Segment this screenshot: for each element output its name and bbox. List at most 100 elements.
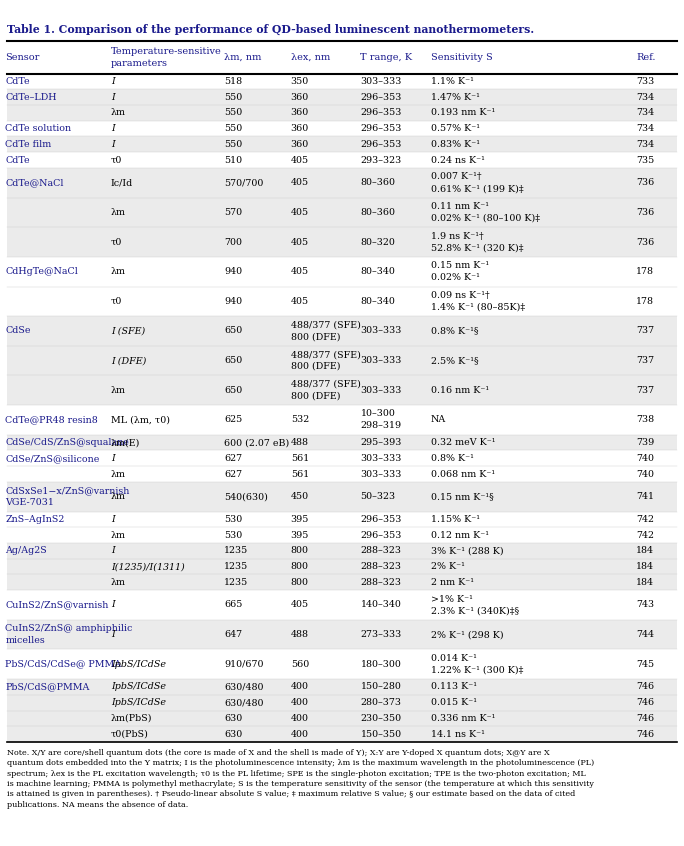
Text: 2% K⁻¹ (298 K): 2% K⁻¹ (298 K) <box>431 630 503 639</box>
Bar <box>7 679 677 695</box>
Bar <box>7 198 677 228</box>
Bar <box>7 711 677 726</box>
Text: 800 (DFE): 800 (DFE) <box>291 332 340 342</box>
Bar <box>7 228 677 257</box>
Text: 630: 630 <box>224 714 243 722</box>
Text: 0.12 nm K⁻¹: 0.12 nm K⁻¹ <box>431 530 489 540</box>
Text: 80–340: 80–340 <box>360 297 395 305</box>
Text: 293–323: 293–323 <box>360 156 402 165</box>
Text: PbS/CdS/CdSe@ PMMA: PbS/CdS/CdSe@ PMMA <box>5 660 122 668</box>
Text: 488: 488 <box>291 630 308 639</box>
Text: 0.57% K⁻¹: 0.57% K⁻¹ <box>431 124 480 133</box>
Bar <box>7 695 677 711</box>
Text: CdSxSe1−x/ZnS@varnish: CdSxSe1−x/ZnS@varnish <box>5 486 130 495</box>
Text: 800: 800 <box>291 547 308 555</box>
Text: IpbS/ICdSe: IpbS/ICdSe <box>111 660 166 668</box>
Text: 303–333: 303–333 <box>360 453 402 463</box>
Text: 488/377 (SFE): 488/377 (SFE) <box>291 380 360 389</box>
Text: 303–333: 303–333 <box>360 356 402 365</box>
Bar <box>7 121 677 136</box>
Text: CdTe: CdTe <box>5 77 30 86</box>
Text: I: I <box>111 547 114 555</box>
Text: IpbS/ICdSe: IpbS/ICdSe <box>111 698 166 707</box>
Text: VGE-7031: VGE-7031 <box>5 498 54 507</box>
Text: 50–323: 50–323 <box>360 492 395 501</box>
Text: 184: 184 <box>636 547 654 555</box>
Text: Ref.: Ref. <box>636 53 656 62</box>
Text: PbS/CdS@PMMA: PbS/CdS@PMMA <box>5 683 90 691</box>
Text: 178: 178 <box>636 297 654 305</box>
Bar <box>7 450 677 466</box>
Text: 700: 700 <box>224 238 242 246</box>
Text: 738: 738 <box>636 415 654 425</box>
Text: CdSe/CdS/ZnS@squalane: CdSe/CdS/ZnS@squalane <box>5 438 129 447</box>
Text: 1235: 1235 <box>224 578 248 587</box>
Text: 733: 733 <box>636 77 655 86</box>
Text: 296–353: 296–353 <box>360 124 402 133</box>
Text: 734: 734 <box>636 124 654 133</box>
Bar <box>7 543 677 558</box>
Text: 737: 737 <box>636 327 654 336</box>
Text: 488/377 (SFE): 488/377 (SFE) <box>291 350 360 360</box>
Text: 405: 405 <box>291 297 308 305</box>
Text: 0.15 nm K⁻¹§: 0.15 nm K⁻¹§ <box>431 492 494 501</box>
Text: 744: 744 <box>636 630 654 639</box>
Text: 741: 741 <box>636 492 654 501</box>
Text: 0.02% K⁻¹: 0.02% K⁻¹ <box>431 273 479 282</box>
Text: CdHgTe@NaCl: CdHgTe@NaCl <box>5 267 79 276</box>
Text: 0.336 nm K⁻¹: 0.336 nm K⁻¹ <box>431 714 495 722</box>
Text: 273–333: 273–333 <box>360 630 402 639</box>
Text: I: I <box>111 140 114 149</box>
Text: Sensor: Sensor <box>5 53 40 62</box>
Text: 627: 627 <box>224 453 242 463</box>
Text: 532: 532 <box>291 415 309 425</box>
Text: I: I <box>111 93 114 102</box>
Text: λex, nm: λex, nm <box>291 53 330 62</box>
Text: CdTe: CdTe <box>5 156 30 165</box>
Text: 650: 650 <box>224 386 243 395</box>
Text: 745: 745 <box>636 660 654 668</box>
Text: 518: 518 <box>224 77 242 86</box>
Text: 650: 650 <box>224 327 243 336</box>
Bar <box>7 726 677 742</box>
Text: 630/480: 630/480 <box>224 683 264 691</box>
Text: 734: 734 <box>636 108 654 118</box>
Text: 1.9 ns K⁻¹†: 1.9 ns K⁻¹† <box>431 232 484 240</box>
Text: 2% K⁻¹: 2% K⁻¹ <box>431 562 465 571</box>
Text: λm: λm <box>111 578 126 587</box>
Text: 180–300: 180–300 <box>360 660 402 668</box>
Bar <box>7 168 677 198</box>
Text: 736: 736 <box>636 208 655 217</box>
Text: 296–353: 296–353 <box>360 515 402 524</box>
Text: τ0: τ0 <box>111 297 122 305</box>
Text: ML (λm, τ0): ML (λm, τ0) <box>111 415 170 425</box>
Text: 1235: 1235 <box>224 547 248 555</box>
Text: 488/377 (SFE): 488/377 (SFE) <box>291 321 360 330</box>
Text: 295–393: 295–393 <box>360 438 402 447</box>
Text: 400: 400 <box>291 683 308 691</box>
Bar <box>7 466 677 482</box>
Text: 550: 550 <box>224 108 243 118</box>
Text: 743: 743 <box>636 601 654 609</box>
Text: 184: 184 <box>636 562 654 571</box>
Text: τ0(PbS): τ0(PbS) <box>111 729 148 739</box>
Text: 1.22% K⁻¹ (300 K)‡: 1.22% K⁻¹ (300 K)‡ <box>431 666 523 674</box>
Bar <box>7 136 677 152</box>
Text: 405: 405 <box>291 208 308 217</box>
Text: I: I <box>111 515 114 524</box>
Text: 550: 550 <box>224 124 243 133</box>
Bar <box>7 152 677 168</box>
Text: λm(PbS): λm(PbS) <box>111 714 153 722</box>
Text: 303–333: 303–333 <box>360 386 402 395</box>
Text: λm: λm <box>111 108 126 118</box>
Text: 0.068 nm K⁻¹: 0.068 nm K⁻¹ <box>431 470 495 479</box>
Text: NA: NA <box>431 415 446 425</box>
Text: IpbS/ICdSe: IpbS/ICdSe <box>111 683 166 691</box>
Text: 296–353: 296–353 <box>360 108 402 118</box>
Text: 1.4% K⁻¹ (80–85K)‡: 1.4% K⁻¹ (80–85K)‡ <box>431 303 525 311</box>
Bar <box>7 41 677 74</box>
Text: 288–323: 288–323 <box>360 547 402 555</box>
Text: 3% K⁻¹ (288 K): 3% K⁻¹ (288 K) <box>431 547 503 555</box>
Text: 561: 561 <box>291 470 309 479</box>
Text: ZnS–AgInS2: ZnS–AgInS2 <box>5 515 65 524</box>
